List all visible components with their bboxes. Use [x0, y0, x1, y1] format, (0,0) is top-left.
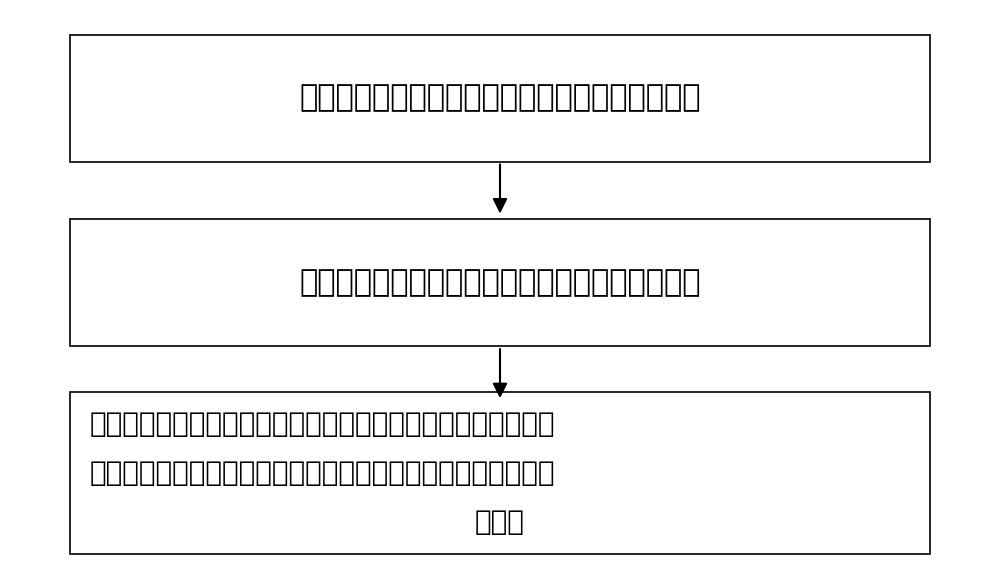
Bar	[70, 392, 930, 554]
Bar	[70, 219, 930, 346]
Text: 将正极复合片体与负极复合片体一同卷绕成电极组件，卷绕形成: 将正极复合片体与负极复合片体一同卷绕成电极组件，卷绕形成	[90, 410, 556, 438]
Text: 将负极片与第二隔膜复合连接制作成负极复合片体: 将负极片与第二隔膜复合连接制作成负极复合片体	[299, 268, 701, 297]
Bar	[70, 35, 930, 162]
Text: 离设置: 离设置	[475, 508, 525, 536]
Text: 将正极片与第一隔膜复合连接制作成正极复合片体: 将正极片与第一隔膜复合连接制作成正极复合片体	[299, 84, 701, 113]
Text: 的电极组件所包括的正极片和负极片通过第一隔膜和第二隔膜隔: 的电极组件所包括的正极片和负极片通过第一隔膜和第二隔膜隔	[90, 459, 556, 487]
